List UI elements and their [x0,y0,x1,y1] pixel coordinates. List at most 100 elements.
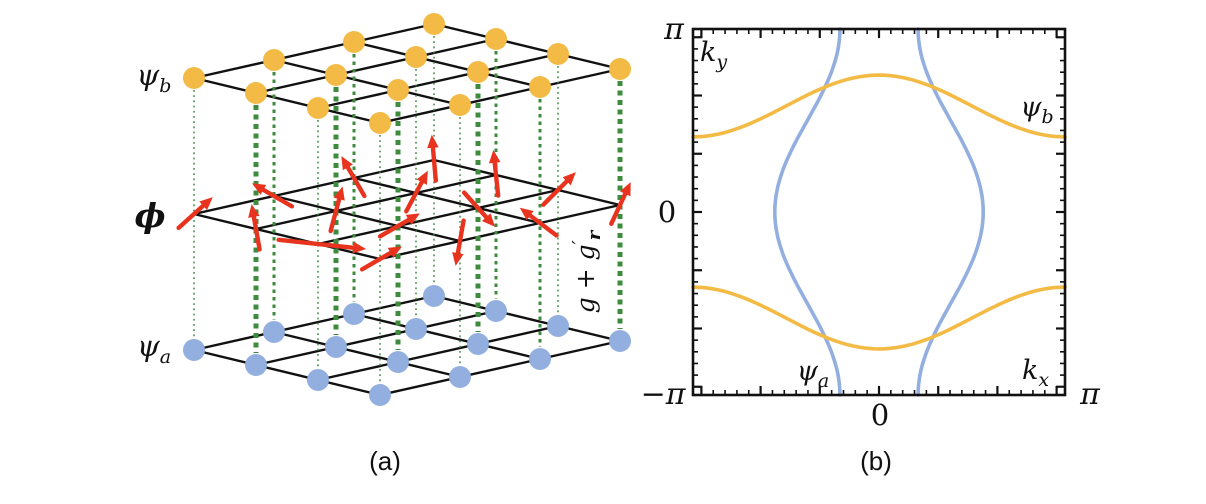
lattice-edge [193,294,435,352]
lattice-site-psi-a [387,351,409,373]
spin-arrow [276,237,367,254]
spin-arrow-head [488,149,501,164]
spin-arrow [461,190,495,227]
fermi-surface-psi_b [691,285,1067,351]
lattice-edge [317,188,559,246]
spin-arrow [404,170,428,214]
lattice-site-psi-b [529,76,551,98]
y-axis-label-ky: ky [700,37,727,73]
lattice-edge [317,52,559,110]
lattice-site-psi-b [449,94,471,116]
spin-arrow-shaft [404,177,426,214]
lattice-site-psi-a [449,366,471,388]
panel-a-lattice-diagram: ψb ϕ ψa g + g′r (a) [134,13,631,476]
lattice-edge [433,294,621,343]
spin-arrow [609,182,631,226]
lattice-edge [353,176,541,225]
fermi-surface-psi_b [691,73,1067,139]
lattice-site-psi-b [369,112,391,134]
spin-arrow-shaft [525,211,559,238]
spin-arrow-head [333,186,345,201]
lattice-edge [255,173,497,231]
spin-arrow [377,213,420,239]
lattice-site-psi-b [423,13,445,35]
label-phi: ϕ [134,196,165,235]
fermi-surface-psi_a [772,27,842,397]
lattice-site-psi-b [245,82,267,104]
lattice-site-psi-b [609,58,631,80]
spin-arrow [452,218,466,266]
lattice-edge [273,330,461,379]
spin-arrows [176,134,631,272]
lattice-site-psi-a [307,369,329,391]
curve-label-psi-b: ψb [1020,92,1053,128]
spin-arrow-head [452,252,464,266]
spin-arrow [252,183,295,209]
lattice-site-psi-a [343,303,365,325]
lattice-edge [353,312,541,361]
lattice-edge [317,324,559,382]
spin-arrow-head [519,207,534,221]
lattice-edge [433,158,621,207]
spin-arrow-head [387,246,402,258]
lattice-site-psi-b [307,97,329,119]
lattice-site-psi-b [325,64,347,86]
spin-arrow-shaft [276,237,359,251]
spin-arrow-shaft [377,216,414,239]
spin-arrow-shaft [251,211,262,252]
lattice-site-psi-b [485,28,507,50]
lattice-edge [255,309,497,367]
spin-arrow [427,134,439,183]
lattice-site-psi-a [423,285,445,307]
lattice-edge [379,203,621,261]
lattice-site-psi-b [387,79,409,101]
spin-arrow-shaft [461,190,491,222]
lattice-site-psi-b [467,61,489,83]
tick-label-zero-left: 0 [658,195,676,229]
spin-arrow-shaft [430,142,439,183]
tick-label-neg-pi: −π [641,377,687,412]
spin-arrow-head [427,134,439,149]
spin-arrow-shaft [328,194,343,234]
lattice-edge [193,158,435,216]
lattice-site-psi-b [183,67,205,89]
curve-label-psi-a: ψa [797,356,830,392]
spin-arrow [176,197,213,231]
caption-b: (b) [860,446,892,476]
spin-arrow [341,156,367,199]
spin-arrow-shaft [344,162,367,199]
spin-arrow [488,149,501,198]
tick-label-pi-right: π [1079,377,1101,412]
lattice-edge [193,212,381,261]
spin-arrow [519,207,559,238]
panel-b-fermi-surface-plot: π ky 0 −π ψa 0 kx π ψb (b) [641,12,1102,476]
spin-arrow-head [341,156,353,171]
spin-arrow-shaft [359,249,396,272]
lattice-site-psi-a [245,354,267,376]
lattice-site-psi-b [547,43,569,65]
spin-arrow-head [199,197,213,211]
lattice-site-psi-a [609,330,631,352]
spin-arrow-head [252,183,267,195]
spin-arrow [328,186,345,234]
spin-arrow-head [481,213,495,227]
lattice-site-psi-a [325,336,347,358]
spin-arrow [541,172,576,207]
lattice-site-psi-a [405,318,427,340]
lattice-edge [379,339,621,397]
fermi-surface-curves [691,27,1067,397]
spin-arrow-head [248,204,260,218]
lattice-site-psi-a [369,384,391,406]
lattice-site-psi-a [485,300,507,322]
lattice-edge [193,76,381,125]
spin-arrow-head [562,172,576,186]
lattice-edge [255,37,497,95]
label-psi-b: ψb [137,58,172,97]
lattice-edge [379,67,621,125]
lattice-edge [193,22,435,80]
lattice-site-psi-b [405,46,427,68]
plot-frame [691,27,1067,397]
lattice-site-psi-a [529,348,551,370]
